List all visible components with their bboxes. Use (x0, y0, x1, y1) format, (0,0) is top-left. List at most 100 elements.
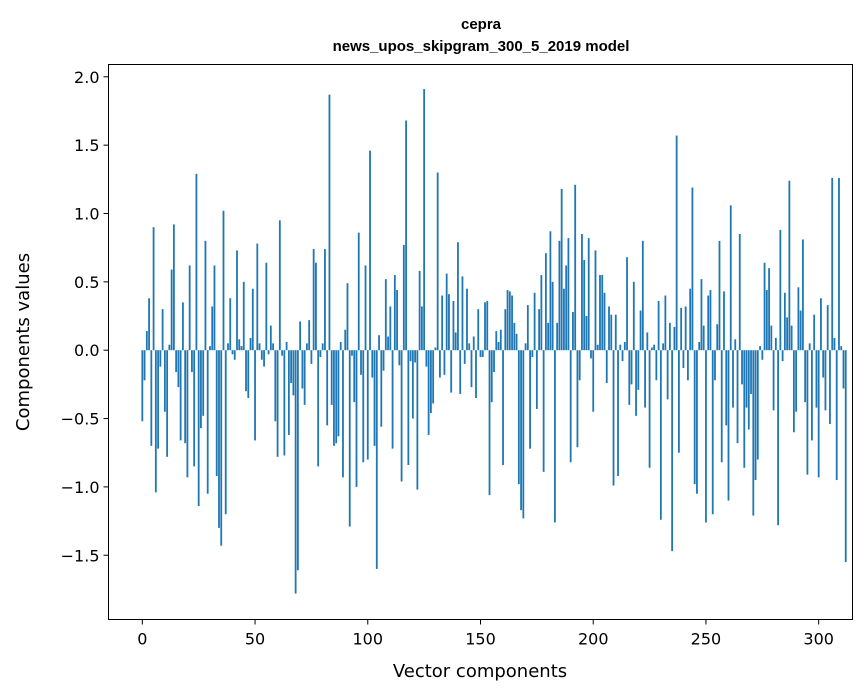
bar-33 (215, 350, 218, 476)
bar-226 (650, 347, 653, 351)
bar-159 (499, 329, 502, 351)
bar-108 (384, 279, 387, 351)
bar-115 (400, 350, 403, 482)
chart-title: cepra (461, 16, 502, 33)
bar-200 (592, 350, 595, 412)
x-tick-label: 50 (245, 630, 265, 649)
bar-293 (802, 239, 804, 351)
bar-242 (687, 350, 689, 381)
bar-46 (245, 350, 247, 392)
bar-303 (824, 350, 827, 411)
bar-11 (166, 350, 169, 457)
bar-117 (405, 120, 407, 351)
bar-193 (576, 350, 579, 448)
bar-104 (375, 350, 378, 569)
bar-77 (315, 262, 317, 351)
bar-311 (842, 350, 845, 389)
bar-19 (184, 350, 187, 444)
bar-118 (407, 350, 410, 466)
bar-119 (409, 350, 412, 362)
bar-73 (306, 343, 308, 351)
bar-152 (484, 302, 486, 351)
bar-177 (540, 275, 543, 351)
bar-122 (416, 350, 419, 490)
bar-136 (448, 294, 450, 351)
bar-192 (574, 184, 577, 351)
bar-56 (267, 350, 270, 355)
bar-216 (628, 350, 631, 405)
bar-47 (247, 350, 250, 399)
bar-262 (732, 350, 734, 408)
bar-186 (560, 188, 563, 351)
bar-291 (797, 287, 800, 351)
bar-5 (152, 227, 155, 351)
bar-287 (788, 180, 791, 351)
bar-143 (463, 350, 466, 364)
bar-187 (563, 288, 565, 351)
bar-135 (445, 273, 448, 351)
y-tick-label: −1.5 (61, 546, 100, 565)
x-tick-label: 300 (803, 630, 834, 649)
bar-279 (770, 325, 773, 351)
bar-249 (702, 325, 705, 351)
bar-261 (729, 205, 732, 351)
bar-229 (657, 300, 660, 351)
bar-24 (195, 173, 198, 351)
bar-238 (678, 350, 680, 453)
bar-205 (603, 292, 606, 351)
bar-49 (251, 288, 254, 351)
bar-16 (177, 350, 180, 388)
bar-1 (143, 350, 146, 381)
bar-173 (531, 350, 534, 358)
bar-245 (693, 350, 696, 485)
bar-277 (765, 290, 768, 351)
bar-124 (420, 306, 423, 351)
bar-281 (774, 337, 777, 351)
bar-76 (312, 249, 315, 351)
bar-156 (493, 350, 495, 373)
bar-2 (145, 331, 148, 351)
bar-204 (601, 275, 604, 351)
bar-26 (200, 350, 202, 429)
bar-6 (154, 350, 157, 493)
bar-275 (761, 350, 764, 360)
bar-206 (605, 350, 608, 384)
bar-182 (551, 281, 554, 351)
bar-176 (538, 309, 541, 351)
bar-300 (817, 350, 820, 478)
bar-244 (691, 187, 694, 351)
bar-9 (161, 309, 164, 351)
bar-55 (265, 262, 268, 351)
bar-series (141, 89, 847, 594)
bar-283 (779, 229, 782, 351)
bar-225 (648, 350, 651, 468)
bar-25 (197, 350, 200, 507)
bar-253 (711, 350, 714, 515)
bar-70 (299, 321, 302, 351)
bar-162 (506, 290, 509, 351)
bar-149 (477, 309, 480, 351)
bar-99 (364, 265, 367, 351)
bar-14 (172, 224, 175, 351)
bar-237 (675, 135, 678, 351)
bar-170 (524, 343, 527, 351)
chart-subtitle: news_upos_skipgram_300_5_2019 model (333, 38, 630, 55)
bar-60 (276, 350, 279, 457)
bar-58 (272, 343, 274, 351)
bar-210 (614, 314, 617, 351)
bar-172 (529, 350, 531, 449)
bar-12 (168, 344, 171, 351)
bar-233 (666, 350, 669, 400)
bar-169 (522, 350, 525, 519)
bar-97 (360, 350, 362, 375)
bar-106 (380, 350, 383, 427)
bar-83 (328, 94, 331, 351)
bar-82 (326, 350, 329, 426)
bar-214 (623, 342, 626, 351)
bar-45 (242, 281, 245, 351)
bar-59 (274, 350, 277, 422)
y-tick-label: 1.5 (74, 136, 99, 155)
y-tick-label: 0.0 (74, 341, 99, 360)
bar-308 (835, 350, 838, 481)
